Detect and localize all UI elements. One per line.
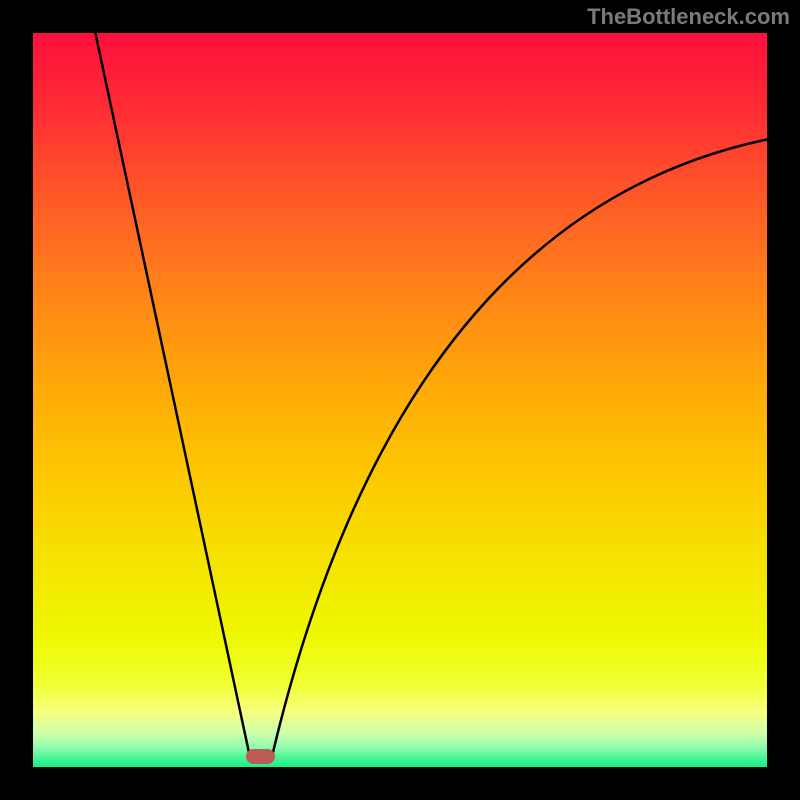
plot-area (33, 33, 767, 767)
bottleneck-curve (33, 33, 767, 767)
chart-container: TheBottleneck.com (0, 0, 800, 800)
watermark-label: TheBottleneck.com (587, 4, 790, 30)
optimal-point-marker (246, 749, 275, 764)
